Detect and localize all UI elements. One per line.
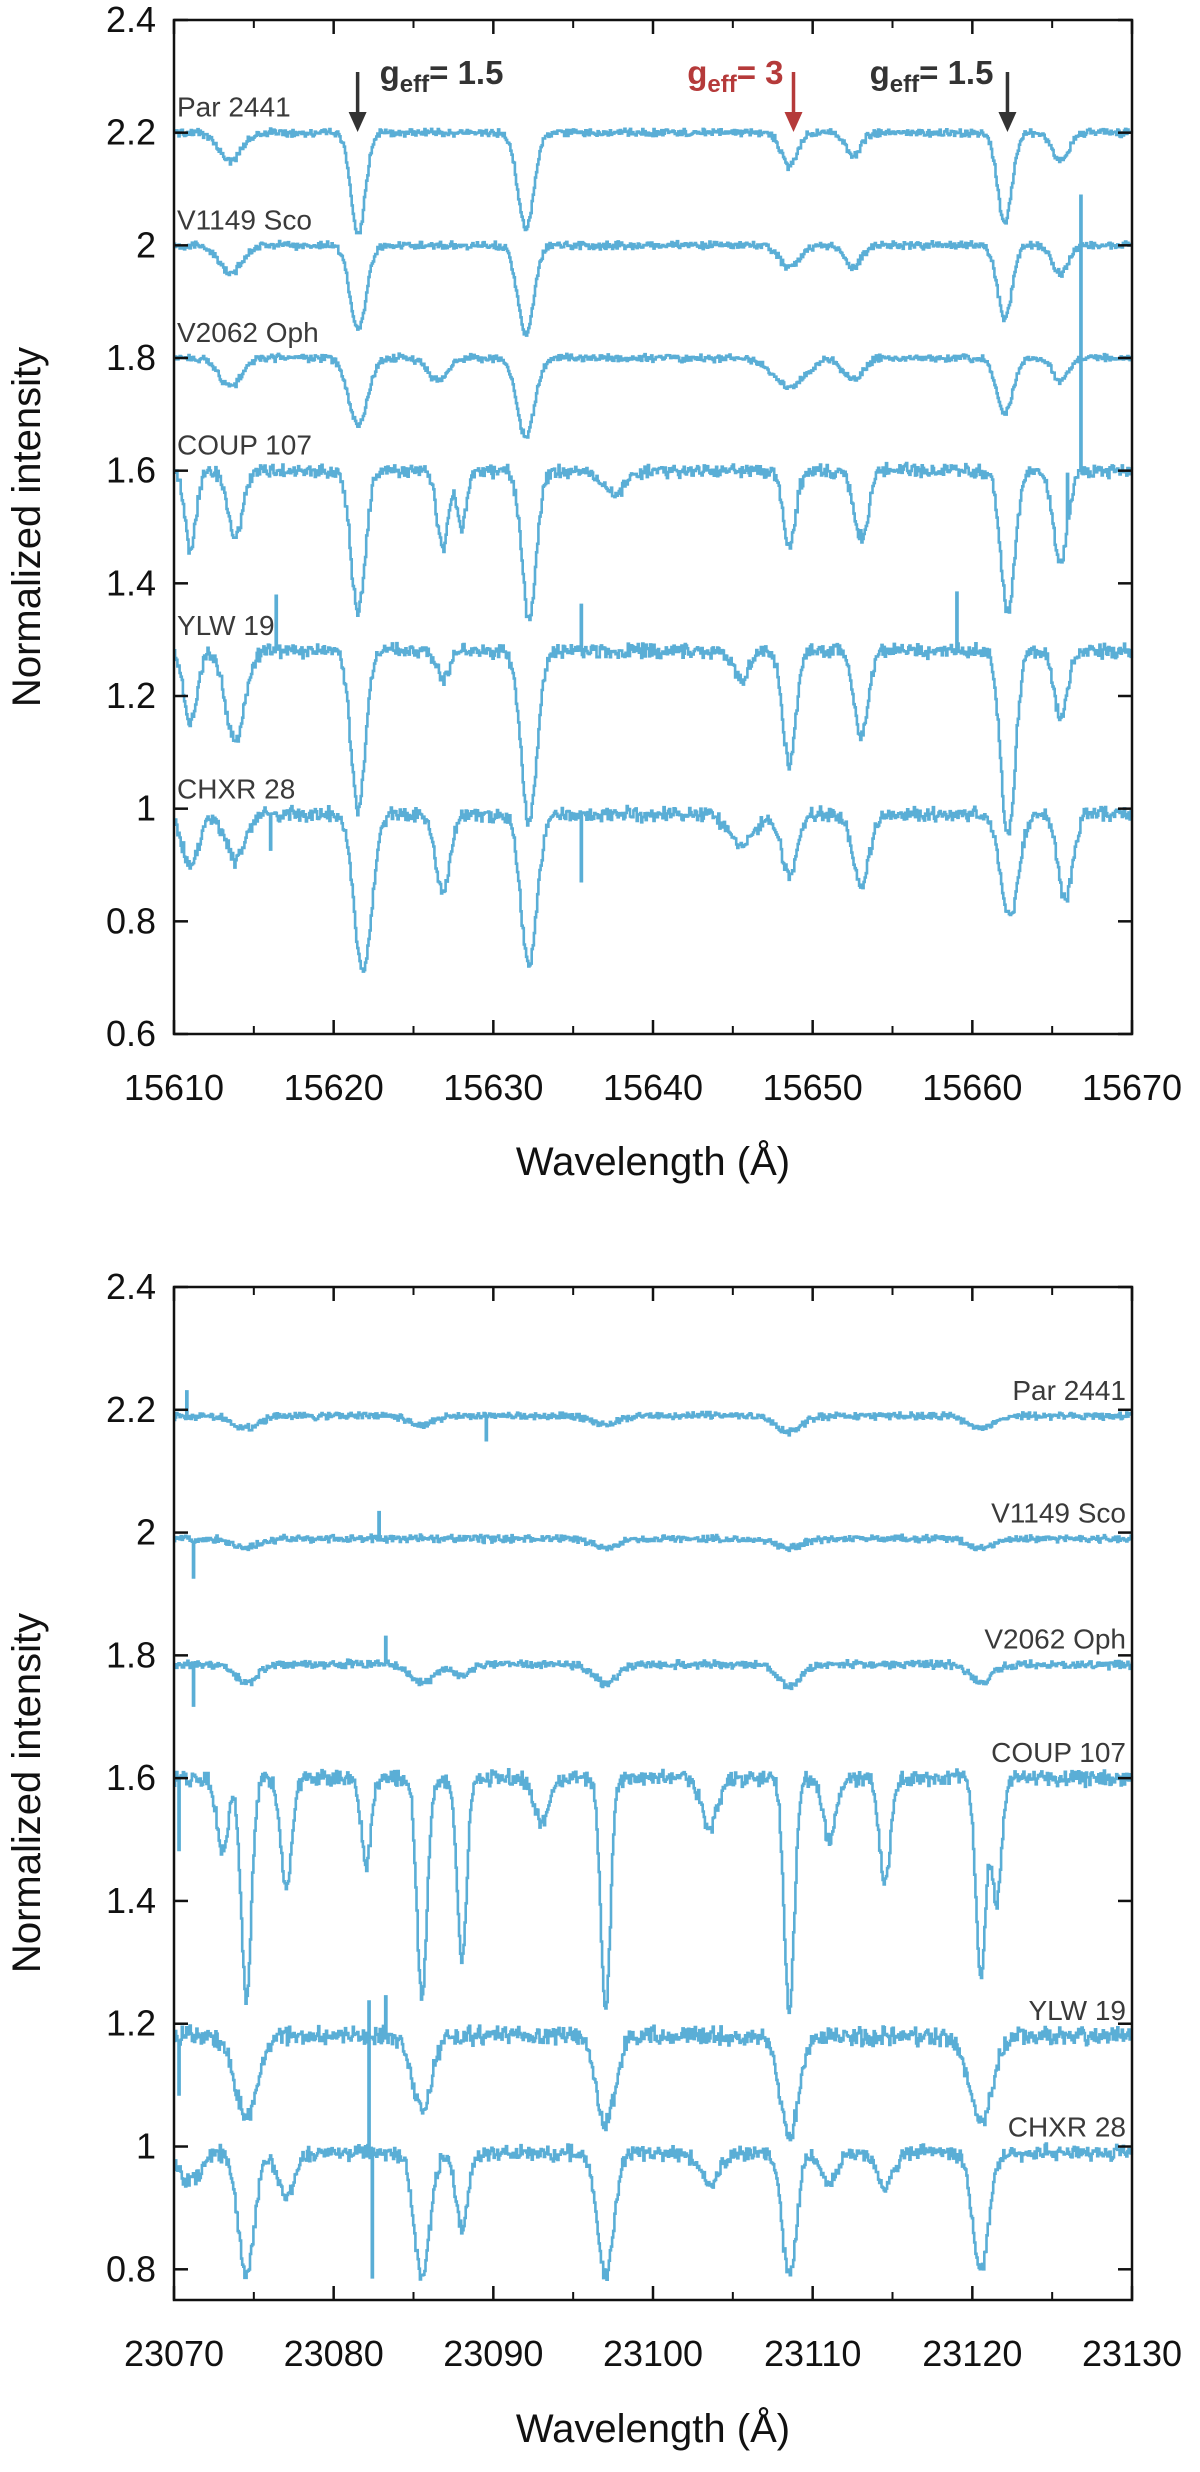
- x-tick-label: 23080: [284, 2333, 384, 2374]
- x-tick-label: 15670: [1082, 1067, 1182, 1108]
- series-label: V1149 Sco: [991, 1498, 1126, 1529]
- geff-symbol: g: [380, 54, 400, 91]
- spectrum-line-par-2441: [173, 127, 1134, 235]
- arrow-down-icon: [784, 112, 803, 132]
- y-tick-label: 1.4: [106, 1880, 156, 1921]
- x-tick-label: 23110: [764, 2333, 861, 2374]
- x-tick-label: 15630: [443, 1067, 543, 1108]
- series-label: Par 2441: [177, 92, 291, 123]
- geff-symbol: g: [687, 54, 707, 91]
- spectrum-line-ylw-19: [173, 591, 1134, 836]
- y-tick-label: 1.6: [106, 1757, 156, 1798]
- x-tick-label: 15610: [124, 1067, 224, 1108]
- series-label: CHXR 28: [177, 773, 295, 804]
- geff-value: = 1.5: [429, 54, 503, 91]
- chart-panel-2: Par 2441 V1149 Sco V2062 Oph COUP 107 YLW 19…: [5, 1266, 1182, 2451]
- x-tick-label: 15620: [284, 1067, 384, 1108]
- spectrum-line-ylw-19: [173, 1995, 1132, 2142]
- y-axis-title: Normalized intensity: [5, 347, 49, 707]
- spectrum-line-v2062-oph: [173, 352, 1134, 439]
- arrow-down-icon: [998, 112, 1017, 132]
- series-label: V2062 Oph: [177, 317, 319, 348]
- series-label: V1149 Sco: [177, 204, 312, 235]
- x-tick-label: 23100: [603, 2333, 703, 2374]
- y-tick-label: 2: [136, 1512, 156, 1553]
- spectrum-line-v1149-sco: [173, 239, 1134, 337]
- spectrum-line-v2062-oph: [173, 1635, 1134, 1707]
- spectra-group: [173, 1390, 1134, 2281]
- y-tick-label: 2.2: [106, 1389, 156, 1430]
- y-tick-label: 1.6: [106, 450, 156, 491]
- y-tick-label: 1.4: [106, 562, 156, 603]
- geff-subscript: eff: [707, 71, 737, 98]
- y-tick-label: 0.6: [106, 1013, 156, 1054]
- geff-label: geff= 3: [687, 54, 783, 98]
- spectra-group: [173, 127, 1134, 973]
- spectrum-line-chxr-28: [173, 804, 1134, 973]
- x-tick-label: 23130: [1082, 2333, 1182, 2374]
- geff-value: = 3: [737, 54, 784, 91]
- spectrum-line-coup-107: [173, 1768, 1134, 2015]
- geff-subscript: eff: [400, 71, 430, 98]
- y-tick-label: 2.4: [106, 1266, 156, 1307]
- plot-frame: [172, 18, 1134, 1036]
- y-tick-label: 1: [136, 788, 156, 829]
- x-axis-title: Wavelength (Å): [516, 2406, 790, 2451]
- x-axis-title: Wavelength (Å): [516, 1139, 790, 1184]
- x-tick-label: 23070: [124, 2333, 224, 2374]
- spectrum-line-chxr-28: [173, 2000, 1134, 2281]
- series-label: V2062 Oph: [984, 1624, 1126, 1655]
- x-tick-label: 15640: [603, 1067, 703, 1108]
- y-tick-label: 2.2: [106, 112, 156, 153]
- x-tick-label: 23120: [922, 2333, 1022, 2374]
- series-label: YLW 19: [1028, 1995, 1126, 2026]
- geff-annotation: geff= 1.5: [870, 54, 1017, 132]
- y-tick-label: 1.2: [106, 2003, 156, 2044]
- y-axis-title: Normalized intensity: [5, 1613, 49, 1973]
- series-label: COUP 107: [177, 430, 312, 461]
- y-tick-label: 1.8: [106, 1634, 156, 1675]
- x-tick-label: 23090: [443, 2333, 543, 2374]
- y-tick-label: 0.8: [106, 2248, 156, 2289]
- geff-subscript: eff: [890, 71, 920, 98]
- arrow-down-icon: [348, 112, 367, 132]
- series-label: Par 2441: [1012, 1375, 1126, 1406]
- geff-annotation: geff= 3: [687, 54, 803, 132]
- geff-label: geff= 1.5: [870, 54, 994, 98]
- y-tick-label: 2: [136, 224, 156, 265]
- geff-annotation: geff= 1.5: [348, 54, 504, 132]
- spectrum-line-coup-107: [173, 194, 1134, 622]
- y-tick-label: 0.8: [106, 900, 156, 941]
- geff-label: geff= 1.5: [380, 54, 504, 98]
- x-tick-label: 15660: [922, 1067, 1022, 1108]
- y-tick-label: 1.2: [106, 675, 156, 716]
- spectrum-line-par-2441: [173, 1390, 1134, 1442]
- spectrum-line-v1149-sco: [173, 1510, 1134, 1579]
- geff-symbol: g: [870, 54, 890, 91]
- series-label: YLW 19: [177, 610, 275, 641]
- y-tick-label: 2.4: [106, 0, 156, 40]
- geff-value: = 1.5: [919, 54, 993, 91]
- y-tick-label: 1.8: [106, 337, 156, 378]
- y-tick-label: 1: [136, 2126, 156, 2167]
- x-tick-label: 15650: [763, 1067, 863, 1108]
- chart-panel-1: Par 2441 V1149 Sco V2062 Oph COUP 107 YLW 19…: [5, 0, 1182, 1184]
- series-label: COUP 107: [991, 1737, 1126, 1768]
- series-label: CHXR 28: [1008, 2112, 1126, 2143]
